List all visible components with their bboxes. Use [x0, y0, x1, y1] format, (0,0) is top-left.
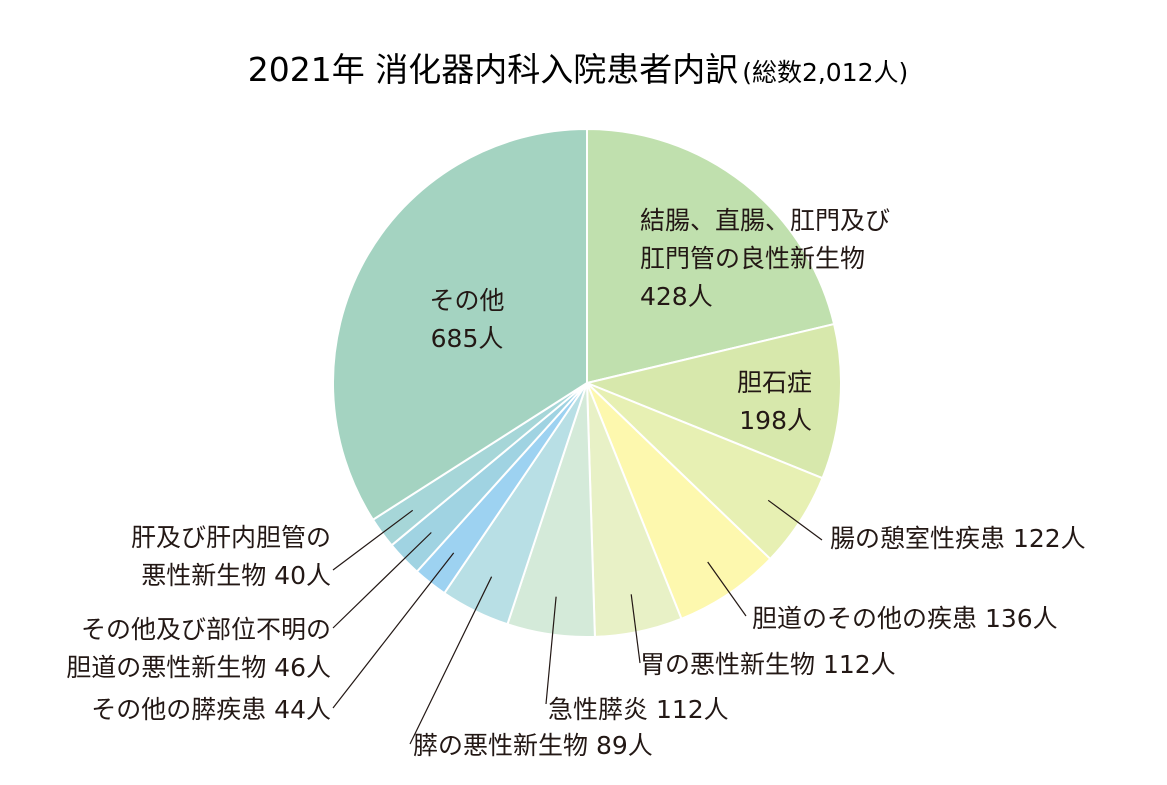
slice-label: 肝及び肝内胆管の: [131, 523, 331, 552]
slice-label: その他の膵疾患 44人: [91, 695, 331, 724]
leader-line: [332, 532, 432, 629]
slice-label: 198人: [739, 406, 812, 435]
chart-title: 2021年 消化器内科入院患者内訳: [248, 50, 738, 89]
slice-label: 肛門管の良性新生物: [640, 244, 865, 273]
chart-title-group: 2021年 消化器内科入院患者内訳 (総数2,012人): [248, 50, 909, 89]
pie-slice: [583, 322, 842, 480]
slice-label: 胆道の悪性新生物 46人: [66, 653, 331, 682]
pie-slice: [331, 127, 588, 522]
leader-line: [707, 561, 747, 617]
slice-label: 胆道のその他の疾患 136人: [752, 604, 1058, 633]
slice-label: 膵の悪性新生物 89人: [413, 731, 653, 760]
leader-line: [332, 509, 414, 571]
slice-label: その他: [429, 286, 504, 315]
leader-line: [767, 499, 823, 541]
slice-label: 悪性新生物 40人: [141, 561, 331, 590]
slice-label: 428人: [640, 282, 713, 311]
leader-line: [332, 552, 455, 709]
leader-lines: [332, 499, 823, 745]
leader-line: [630, 594, 641, 664]
slice-label: 結腸、直腸、肛門及び: [640, 206, 890, 235]
slice-label: その他及び部位不明の: [81, 615, 331, 644]
chart-subtitle: (総数2,012人): [742, 58, 908, 87]
slice-label: 腸の憩室性疾患 122人: [830, 524, 1086, 553]
slice-label: 胆石症: [737, 368, 812, 397]
slice-label: 胃の悪性新生物 112人: [640, 650, 896, 679]
leader-line: [545, 596, 557, 705]
pie-slices: [331, 127, 842, 638]
slice-label: 急性膵炎 112人: [548, 695, 729, 724]
pie-slice: [586, 127, 836, 385]
slice-label: 685人: [431, 324, 504, 353]
leader-line: [409, 576, 493, 745]
pie-slice: [586, 382, 772, 621]
